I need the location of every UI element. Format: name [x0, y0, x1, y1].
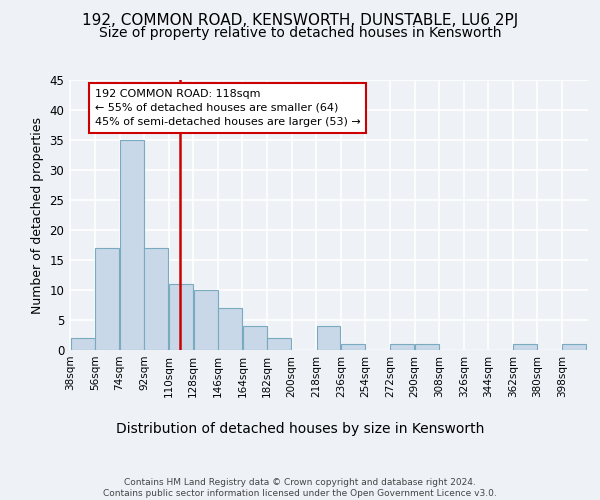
- Bar: [562, 344, 586, 350]
- Bar: [268, 338, 291, 350]
- Text: 192 COMMON ROAD: 118sqm
← 55% of detached houses are smaller (64)
45% of semi-de: 192 COMMON ROAD: 118sqm ← 55% of detache…: [95, 89, 361, 127]
- Bar: [95, 248, 119, 350]
- Bar: [513, 344, 537, 350]
- Bar: [194, 290, 218, 350]
- Bar: [120, 140, 144, 350]
- Bar: [391, 344, 414, 350]
- Bar: [317, 326, 340, 350]
- Bar: [71, 338, 95, 350]
- Text: 192, COMMON ROAD, KENSWORTH, DUNSTABLE, LU6 2PJ: 192, COMMON ROAD, KENSWORTH, DUNSTABLE, …: [82, 12, 518, 28]
- Text: Contains HM Land Registry data © Crown copyright and database right 2024.
Contai: Contains HM Land Registry data © Crown c…: [103, 478, 497, 498]
- Bar: [243, 326, 266, 350]
- Text: Distribution of detached houses by size in Kensworth: Distribution of detached houses by size …: [116, 422, 484, 436]
- Y-axis label: Number of detached properties: Number of detached properties: [31, 116, 44, 314]
- Bar: [145, 248, 169, 350]
- Bar: [218, 308, 242, 350]
- Bar: [341, 344, 365, 350]
- Text: Size of property relative to detached houses in Kensworth: Size of property relative to detached ho…: [99, 26, 501, 40]
- Bar: [415, 344, 439, 350]
- Bar: [169, 284, 193, 350]
